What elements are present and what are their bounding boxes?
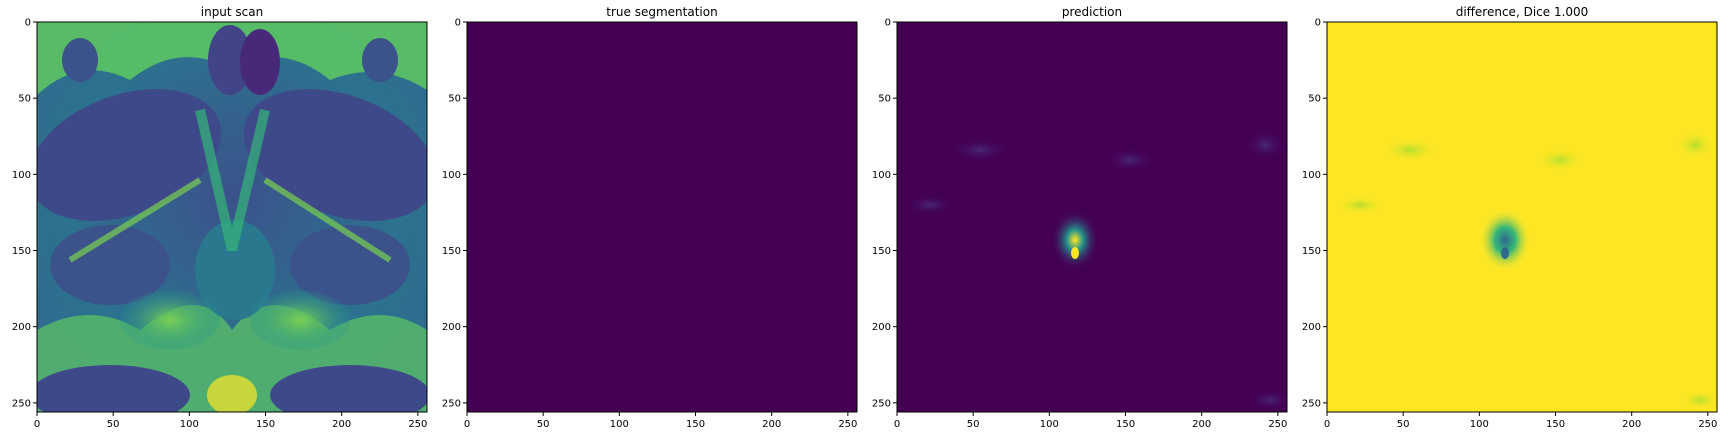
panel-title-difference: difference, Dice 1.000 (1456, 5, 1589, 19)
x-tick-label: 200 (1192, 419, 1211, 430)
panel-true-segmentation: true segmentation 0 50 100 150 200 2500501001… (442, 5, 858, 430)
mri-scan-image (37, 22, 427, 412)
panel-title-true-segmentation: true segmentation (606, 5, 717, 19)
y-tick-label: 100 (1302, 170, 1321, 181)
y-tick-label: 250 (442, 398, 461, 409)
y-tick-label: 0 (885, 18, 891, 29)
panel-title-prediction: prediction (1062, 5, 1122, 19)
y-tick-label: 250 (1302, 398, 1321, 409)
x-tick-label: 50 (967, 419, 980, 430)
axes-frame-prediction (896, 21, 1288, 413)
x-tick-label: 150 (256, 419, 275, 430)
x-tick-label: 100 (180, 419, 199, 430)
y-tick-label: 100 (872, 170, 891, 181)
x-tick-label: 0 (894, 419, 900, 430)
x-tick-label: 100 (1470, 419, 1489, 430)
x-tick-label: 200 (1622, 419, 1641, 430)
y-tick-label: 200 (1302, 322, 1321, 333)
y-tick-label: 0 (1315, 18, 1321, 29)
x-tick-label: 200 (332, 419, 351, 430)
panel-title-input-scan: input scan (201, 5, 264, 19)
x-tick-label: 50 (537, 419, 550, 430)
y-tick-label: 200 (12, 322, 31, 333)
y-tick-label: 150 (872, 246, 891, 257)
x-tick-label: 150 (686, 419, 705, 430)
x-tick-label: 0 (1324, 419, 1330, 430)
y-tick-label: 100 (442, 170, 461, 181)
x-tick-label: 100 (1040, 419, 1059, 430)
axes-frame-input-scan (36, 21, 428, 413)
panel-input-scan: input scan 0 50 100 150 (12, 5, 428, 430)
y-tick-label: 0 (455, 18, 461, 29)
y-tick-label: 100 (12, 170, 31, 181)
x-tick-label: 0 (464, 419, 470, 430)
axes-frame-true-segmentation (466, 21, 858, 413)
y-tick-label: 50 (878, 94, 891, 105)
prediction-image (897, 22, 1287, 412)
axes-frame-difference (1326, 21, 1718, 413)
y-tick-label: 150 (442, 246, 461, 257)
y-tick-label: 250 (12, 398, 31, 409)
y-tick-label: 50 (448, 94, 461, 105)
x-tick-label: 200 (762, 419, 781, 430)
y-tick-label: 200 (872, 322, 891, 333)
x-tick-label: 250 (408, 419, 427, 430)
panel-prediction: prediction 0 50 100 150 200 25005010015020025… (872, 5, 1288, 430)
x-tick-label: 250 (838, 419, 857, 430)
y-tick-label: 200 (442, 322, 461, 333)
x-tick-label: 100 (610, 419, 629, 430)
y-tick-label: 150 (1302, 246, 1321, 257)
panel-difference: difference, Dice 1.000 0 50 100 150 200 25005… (1302, 5, 1718, 430)
y-tick-label: 50 (18, 94, 31, 105)
segmentation-mask-image (467, 22, 857, 412)
x-tick-label: 50 (1397, 419, 1410, 430)
y-tick-label: 250 (872, 398, 891, 409)
x-tick-label: 250 (1268, 419, 1287, 430)
x-tick-label: 150 (1546, 419, 1565, 430)
x-tick-label: 0 (34, 419, 40, 430)
y-tick-label: 0 (25, 18, 31, 29)
x-tick-label: 250 (1698, 419, 1717, 430)
x-tick-label: 150 (1116, 419, 1135, 430)
difference-image (1327, 22, 1717, 412)
x-tick-label: 50 (107, 419, 120, 430)
y-tick-label: 150 (12, 246, 31, 257)
y-tick-label: 50 (1308, 94, 1321, 105)
